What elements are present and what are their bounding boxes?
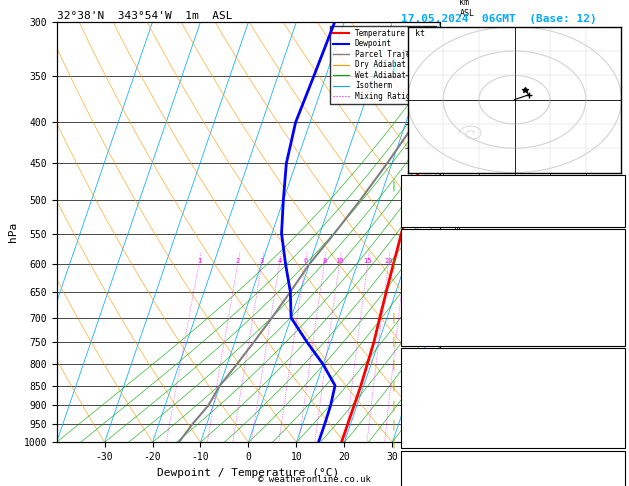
Text: 1: 1 [197,258,201,264]
Text: 14.6: 14.6 [598,265,621,276]
Text: 25: 25 [401,258,409,264]
Text: LCL: LCL [442,420,457,429]
X-axis label: Dewpoint / Temperature (°C): Dewpoint / Temperature (°C) [157,468,340,478]
Text: © weatheronline.co.uk: © weatheronline.co.uk [258,474,371,484]
Text: 4: 4 [277,258,282,264]
Text: -10: -10 [604,470,621,481]
Text: 2.46: 2.46 [598,211,621,221]
Text: |: | [390,60,396,71]
Text: EH: EH [404,470,416,481]
Text: 10: 10 [335,258,343,264]
Text: kt: kt [415,30,425,38]
Text: CAPE (J): CAPE (J) [404,313,452,324]
Text: CIN (J): CIN (J) [404,432,445,442]
Text: Temp (°C): Temp (°C) [404,249,457,260]
Text: 1: 1 [616,313,621,324]
Text: 6: 6 [303,258,308,264]
Text: km
ASL: km ASL [460,0,474,17]
Text: 32°38'N  343°54'W  1m  ASL: 32°38'N 343°54'W 1m ASL [57,11,232,21]
Text: 2: 2 [236,258,240,264]
Text: |: | [390,419,396,430]
Text: Most Unstable: Most Unstable [478,352,548,361]
Text: 20: 20 [384,258,392,264]
Text: |: | [390,312,396,323]
Text: 2: 2 [616,432,621,442]
Legend: Temperature, Dewpoint, Parcel Trajectory, Dry Adiabat, Wet Adiabat, Isotherm, Mi: Temperature, Dewpoint, Parcel Trajectory… [330,26,437,104]
Text: 320: 320 [604,281,621,292]
Text: 1019: 1019 [598,368,621,378]
Text: 2: 2 [616,330,621,340]
Text: 17.05.2024  06GMT  (Base: 12): 17.05.2024 06GMT (Base: 12) [401,14,597,24]
Text: Pressure (mb): Pressure (mb) [404,368,481,378]
Text: 1: 1 [616,416,621,426]
Text: Surface: Surface [494,233,532,243]
Y-axis label: Mixing Ratio (g/kg): Mixing Ratio (g/kg) [452,185,461,279]
Text: 19.4: 19.4 [598,249,621,260]
Text: 39: 39 [610,195,621,205]
Text: PW (cm): PW (cm) [404,211,445,221]
Text: 8: 8 [322,258,326,264]
Text: Lifted Index: Lifted Index [404,400,475,410]
Text: θᴜ(K): θᴜ(K) [404,281,434,292]
Text: |: | [390,380,396,391]
Text: 320: 320 [604,384,621,394]
Text: |: | [390,259,396,269]
Text: Lifted Index: Lifted Index [404,297,475,308]
Text: |: | [390,181,396,191]
Text: 4: 4 [616,297,621,308]
Text: |: | [390,337,396,347]
Text: 4: 4 [616,400,621,410]
Text: |: | [390,359,396,369]
Text: |: | [390,437,396,448]
Y-axis label: hPa: hPa [8,222,18,242]
Text: CIN (J): CIN (J) [404,330,445,340]
Text: 3: 3 [260,258,264,264]
Text: Totals Totals: Totals Totals [404,195,481,205]
Text: |: | [390,400,396,411]
Text: 16: 16 [610,179,621,189]
Text: Dewp (°C): Dewp (°C) [404,265,457,276]
Text: K: K [404,179,410,189]
Text: Hodograph: Hodograph [489,454,537,464]
Text: θᴜ (K): θᴜ (K) [404,384,440,394]
Text: CAPE (J): CAPE (J) [404,416,452,426]
Text: 15: 15 [364,258,372,264]
